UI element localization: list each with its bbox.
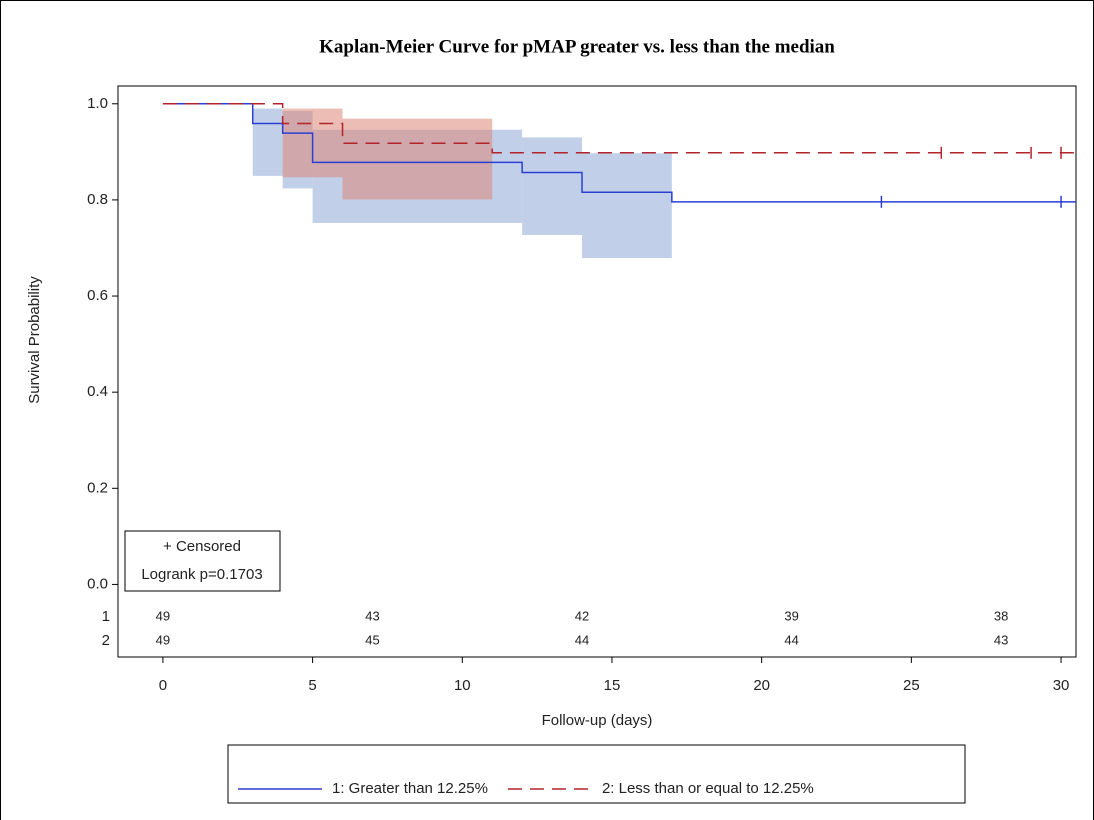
inset-text: Logrank p=0.1703 bbox=[141, 566, 262, 583]
survival-line bbox=[162, 103, 1076, 203]
x-tick-label: 30 bbox=[1053, 677, 1070, 694]
legend-box bbox=[227, 744, 966, 804]
chart-title: Kaplan-Meier Curve for pMAP greater vs. … bbox=[319, 36, 835, 57]
confidence-band bbox=[582, 153, 672, 259]
y-axis-label: Survival Probability bbox=[26, 276, 43, 404]
x-tick-label: 0 bbox=[159, 677, 167, 694]
inset-text: + Censored bbox=[163, 538, 241, 555]
at-risk-row-label: 2 bbox=[102, 632, 110, 649]
plot-frame bbox=[117, 85, 1077, 658]
x-tick-label: 20 bbox=[753, 677, 770, 694]
legend-label: 1: Greater than 12.25% bbox=[332, 780, 488, 797]
x-tick-label: 10 bbox=[454, 677, 471, 694]
at-risk-count: 39 bbox=[784, 608, 798, 623]
y-tick-label: 1.0 bbox=[87, 95, 108, 112]
x-tick-label: 25 bbox=[903, 677, 920, 694]
x-tick-label: 5 bbox=[308, 677, 316, 694]
confidence-band bbox=[522, 137, 583, 235]
y-tick-label: 0.0 bbox=[87, 575, 108, 592]
at-risk-count: 44 bbox=[784, 632, 798, 647]
at-risk-count: 49 bbox=[156, 608, 170, 623]
x-tick-label: 15 bbox=[604, 677, 621, 694]
y-tick-label: 0.8 bbox=[87, 191, 108, 208]
legend-label: 2: Less than or equal to 12.25% bbox=[602, 780, 814, 797]
x-axis-label: Follow-up (days) bbox=[542, 712, 653, 729]
confidence-band bbox=[252, 108, 283, 176]
at-risk-count: 42 bbox=[575, 608, 589, 623]
at-risk-count: 49 bbox=[156, 632, 170, 647]
confidence-band bbox=[342, 118, 493, 200]
at-risk-count: 44 bbox=[575, 632, 589, 647]
y-tick-label: 0.4 bbox=[87, 383, 108, 400]
at-risk-row-label: 1 bbox=[102, 608, 110, 625]
at-risk-count: 43 bbox=[365, 608, 379, 623]
y-tick-label: 0.6 bbox=[87, 287, 108, 304]
inset-box bbox=[124, 530, 281, 592]
survival-line bbox=[162, 103, 1076, 154]
at-risk-count: 38 bbox=[994, 608, 1008, 623]
at-risk-count: 45 bbox=[365, 632, 379, 647]
at-risk-count: 43 bbox=[994, 632, 1008, 647]
y-tick-label: 0.2 bbox=[87, 479, 108, 496]
